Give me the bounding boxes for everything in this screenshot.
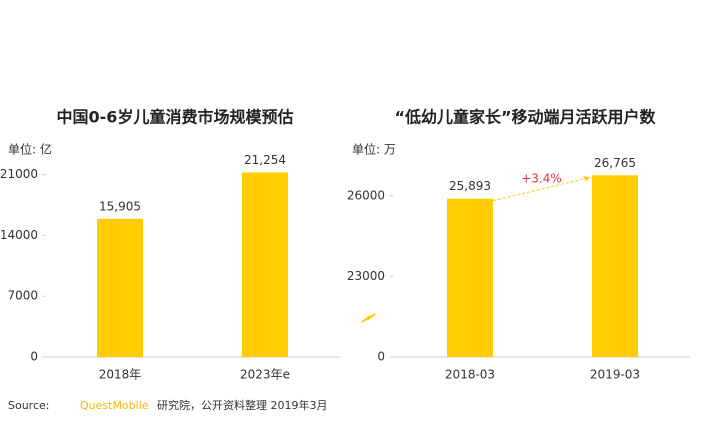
bar [97, 218, 143, 357]
x-tick-label: 2023年e [240, 368, 290, 382]
y-tick-label: 21000 [0, 167, 38, 181]
x-tick-label: 2019-03 [590, 368, 640, 382]
value-label: 26,765 [594, 156, 636, 170]
axis-break [361, 313, 376, 323]
unit-label: 单位: 亿 [8, 142, 52, 157]
chart-title: “低幼儿童家长”移动端月活跃用户数 [394, 108, 656, 127]
x-tick-label: 2018年 [99, 368, 142, 382]
source-brand: QuestMobile [80, 399, 149, 412]
y-tick-label: 14000 [0, 228, 38, 242]
annotation: +3.4% [521, 172, 562, 186]
value-label: 21,254 [244, 153, 286, 167]
value-label: 15,905 [99, 199, 141, 213]
value-label: 25,893 [449, 179, 491, 193]
y-tick-label: 0 [377, 350, 385, 364]
y-tick-label: 7000 [7, 289, 38, 303]
source-label: Source: [8, 399, 50, 412]
arrow-head [583, 176, 590, 182]
y-tick-label: 26000 [347, 188, 385, 202]
bar [592, 175, 638, 357]
y-tick-label: 23000 [347, 269, 385, 283]
trend-arrow [492, 176, 591, 202]
x-tick-label: 2018-03 [445, 368, 495, 382]
bar [447, 198, 493, 357]
chart-title: 中国0-6岁儿童消费市场规模预估 [57, 108, 294, 127]
unit-label: 单位: 万 [352, 142, 396, 157]
source-text: 研究院，公开资料整理 2019年3月 [157, 398, 328, 412]
bar [242, 172, 288, 357]
y-tick-label: 0 [30, 350, 38, 364]
